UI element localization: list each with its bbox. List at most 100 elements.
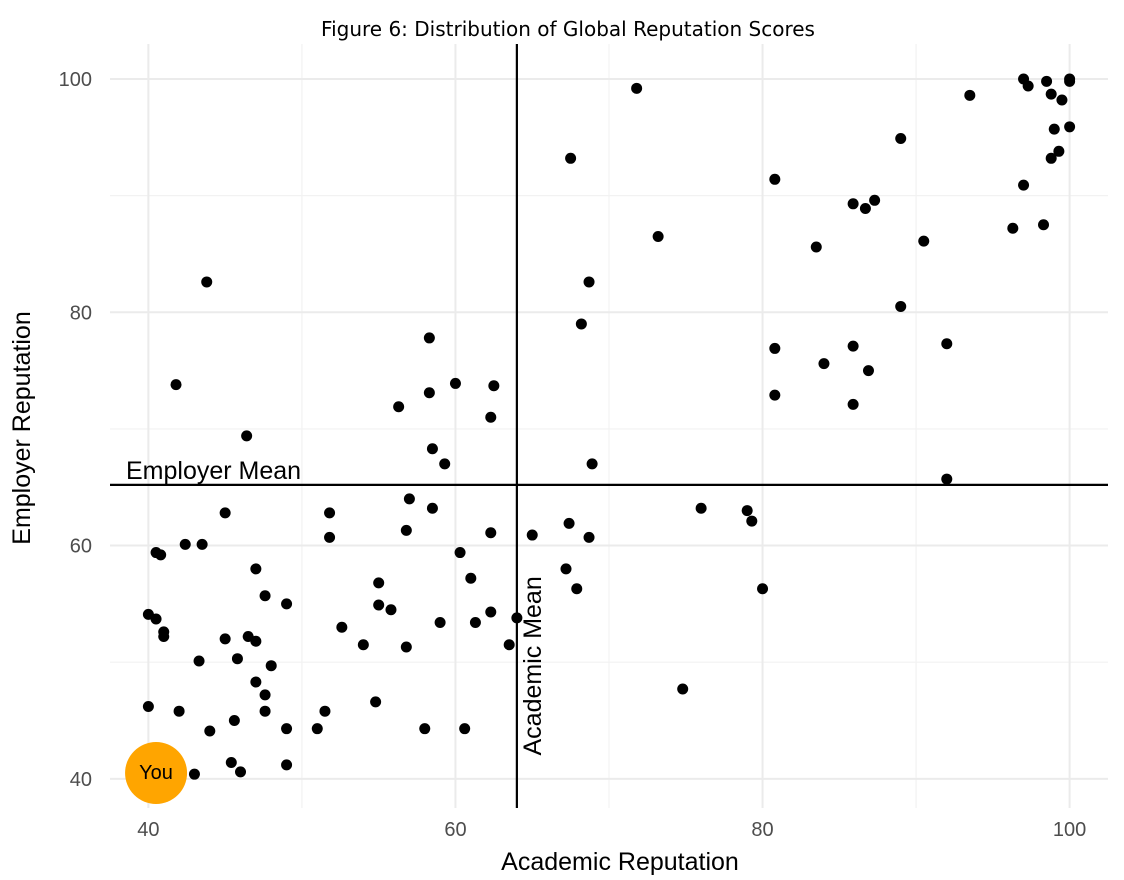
data-point	[170, 379, 182, 391]
data-point	[403, 493, 415, 505]
data-points	[142, 73, 1076, 780]
data-point	[439, 458, 451, 470]
data-point	[324, 507, 336, 519]
data-point	[677, 683, 689, 695]
data-point	[393, 401, 405, 413]
data-point	[228, 715, 240, 727]
data-point	[1045, 88, 1057, 100]
data-point	[281, 723, 293, 735]
data-point	[281, 759, 293, 771]
data-point	[400, 524, 412, 536]
data-point	[895, 300, 907, 312]
data-point	[1064, 75, 1076, 87]
data-point	[250, 563, 262, 575]
data-point	[459, 723, 471, 735]
data-point	[259, 590, 271, 602]
data-point	[1045, 152, 1057, 164]
data-point	[869, 194, 881, 206]
data-point	[265, 660, 277, 672]
data-point	[259, 705, 271, 717]
data-point	[488, 380, 500, 392]
data-point	[769, 173, 781, 185]
data-point	[449, 377, 461, 389]
data-point	[319, 705, 331, 717]
data-point	[526, 529, 538, 541]
data-point	[385, 604, 397, 616]
data-point	[370, 696, 382, 708]
data-point	[281, 598, 293, 610]
x-tick-label: 100	[1053, 819, 1086, 841]
data-point	[769, 342, 781, 354]
y-axis-tick-labels: 40 60 80 100	[59, 69, 92, 791]
data-point	[250, 635, 262, 647]
data-point	[150, 613, 162, 625]
data-point	[311, 723, 323, 735]
data-point	[419, 723, 431, 735]
data-point	[769, 389, 781, 401]
data-point	[511, 612, 523, 624]
data-point	[485, 411, 497, 423]
data-point	[485, 606, 497, 618]
data-point	[357, 639, 369, 651]
data-point	[571, 583, 583, 595]
data-point	[1018, 179, 1030, 191]
data-point	[241, 430, 253, 442]
data-point	[586, 458, 598, 470]
x-tick-label: 60	[444, 819, 466, 841]
x-axis-tick-labels: 40 60 80 100	[137, 819, 1086, 841]
data-point	[1053, 145, 1065, 157]
data-point	[847, 198, 859, 210]
data-point	[1056, 94, 1068, 106]
data-point	[158, 631, 170, 643]
data-point	[895, 132, 907, 144]
x-axis-label: Academic Reputation	[501, 848, 739, 876]
academic-mean-label: Academic Mean	[519, 576, 547, 755]
data-point	[193, 655, 205, 667]
data-point	[250, 676, 262, 688]
chart-title: Figure 6: Distribution of Global Reputat…	[321, 17, 815, 41]
data-point	[847, 398, 859, 410]
data-point	[179, 538, 191, 550]
data-point	[188, 768, 200, 780]
data-point	[423, 332, 435, 344]
data-point	[918, 235, 930, 247]
data-point	[426, 502, 438, 514]
data-point	[631, 82, 643, 94]
data-point	[746, 515, 758, 527]
data-point	[941, 338, 953, 350]
data-point	[563, 517, 575, 529]
data-point	[862, 365, 874, 377]
data-point	[859, 202, 871, 214]
data-point	[400, 641, 412, 653]
data-point	[583, 531, 595, 543]
data-point	[219, 633, 231, 645]
data-point	[810, 241, 822, 253]
y-tick-label: 60	[70, 536, 92, 558]
data-point	[1041, 75, 1053, 87]
data-point	[1064, 121, 1076, 133]
data-point	[225, 757, 237, 769]
data-point	[1022, 80, 1034, 92]
y-axis-label: Employer Reputation	[8, 311, 36, 544]
data-point	[204, 725, 216, 737]
data-point	[695, 502, 707, 514]
y-tick-label: 40	[70, 769, 92, 791]
data-point	[757, 583, 769, 595]
data-point	[847, 340, 859, 352]
employer-mean-label: Employer Mean	[126, 457, 301, 485]
data-point	[201, 276, 213, 288]
you-circle	[125, 742, 188, 805]
x-tick-label: 80	[751, 819, 773, 841]
data-point	[219, 507, 231, 519]
data-point	[173, 705, 185, 717]
data-point	[575, 318, 587, 330]
data-point	[336, 621, 348, 633]
data-point	[583, 276, 595, 288]
data-point	[231, 653, 243, 665]
data-point	[155, 549, 167, 561]
data-point	[485, 527, 497, 539]
data-point	[941, 473, 953, 485]
data-point	[1038, 219, 1050, 231]
data-point	[196, 538, 208, 550]
